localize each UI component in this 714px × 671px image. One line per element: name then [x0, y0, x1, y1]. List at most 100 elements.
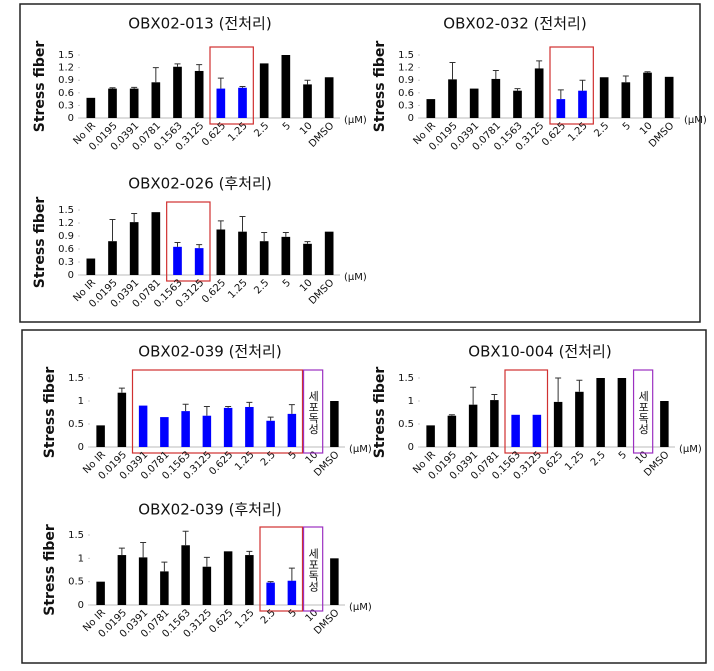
- x-tick-label: DMSO: [307, 120, 336, 149]
- y-tick-label: 1.5: [58, 50, 74, 61]
- error-bar: [282, 232, 289, 237]
- bar: [216, 229, 226, 275]
- bar: [216, 88, 226, 118]
- x-tick-label: 0.625: [537, 449, 565, 477]
- bar: [202, 566, 212, 605]
- annotation-box: [632, 369, 654, 454]
- bar: [664, 76, 674, 118]
- y-tick-label: 0.3: [58, 100, 74, 111]
- bar: [599, 77, 609, 118]
- y-axis-label: Stress fiber: [42, 367, 58, 459]
- x-tick-label: 10: [638, 120, 655, 137]
- x-axis-label: (μM): [349, 444, 372, 455]
- error-bar: [304, 241, 311, 244]
- bar: [491, 78, 501, 118]
- bar: [160, 571, 169, 605]
- x-tick-label: 1.25: [563, 449, 587, 473]
- error-bar: [555, 377, 562, 402]
- bottom-panel: [21, 329, 707, 664]
- bar: [117, 555, 127, 605]
- bar: [202, 415, 212, 447]
- error-bar: [288, 404, 295, 414]
- x-tick-label: 10: [298, 120, 315, 137]
- y-tick-label: 0: [68, 113, 74, 124]
- chart-title: OBX02-026 (후처리): [128, 175, 271, 193]
- y-tick-label: 1: [78, 396, 84, 407]
- bar: [534, 68, 544, 118]
- y-tick-label: 0: [408, 113, 414, 124]
- error-bar: [448, 414, 455, 416]
- x-axis-label: (μM): [349, 602, 372, 613]
- x-tick-label: DMSO: [307, 277, 336, 306]
- bar: [259, 63, 269, 118]
- x-tick-label: 2.5: [592, 120, 611, 139]
- chart-title: OBX02-032 (전처리): [443, 15, 586, 33]
- x-tick-label: 1.25: [233, 607, 257, 631]
- x-tick-label: 10: [634, 449, 651, 466]
- error-bar: [217, 220, 224, 230]
- error-bar: [470, 386, 477, 405]
- x-axis-label: (μM): [679, 444, 702, 455]
- bar: [245, 555, 254, 605]
- annotation: 세포독성: [307, 548, 320, 592]
- bar: [578, 90, 587, 118]
- bar: [96, 581, 105, 605]
- bar: [86, 258, 96, 275]
- bar: [426, 99, 436, 118]
- bar: [129, 88, 139, 118]
- bar: [556, 99, 566, 118]
- bar: [490, 400, 499, 447]
- bar: [468, 404, 478, 447]
- x-tick-label: 2.5: [252, 277, 271, 296]
- bar: [138, 405, 148, 447]
- error-bar: [196, 64, 203, 71]
- y-tick-label: 0: [78, 442, 84, 453]
- error-bar: [557, 89, 564, 100]
- bar: [287, 413, 297, 447]
- x-tick-label: 2.5: [589, 449, 608, 468]
- annotation-box: [302, 369, 324, 454]
- error-bar: [267, 581, 274, 583]
- bar: [151, 212, 161, 275]
- y-tick-label: 1.5: [68, 373, 84, 384]
- bar: [303, 243, 312, 275]
- bar: [281, 236, 291, 275]
- y-axis-label: Stress fiber: [372, 41, 388, 133]
- bar: [266, 582, 275, 605]
- error-bar: [579, 79, 586, 91]
- error-bar: [622, 75, 629, 83]
- x-tick-label: 0.625: [200, 277, 228, 305]
- error-bar: [174, 242, 181, 247]
- y-axis-label: Stress fiber: [32, 41, 48, 133]
- y-tick-label: 0.9: [398, 75, 414, 86]
- bar: [223, 407, 233, 447]
- error-bar: [288, 567, 295, 581]
- x-axis-label: (μM): [344, 115, 367, 126]
- bar: [173, 66, 182, 118]
- error-bar: [182, 530, 189, 546]
- y-axis-label: Stress fiber: [372, 367, 388, 459]
- y-tick-label: 0.5: [68, 577, 84, 588]
- error-bar: [576, 379, 583, 392]
- bar: [86, 97, 96, 118]
- y-tick-label: 1.2: [58, 63, 74, 74]
- top-panel: [19, 3, 701, 323]
- y-tick-label: 1: [78, 553, 84, 564]
- highlight-box: [504, 369, 549, 454]
- bar: [303, 84, 312, 118]
- error-bar: [131, 212, 138, 223]
- bar: [617, 378, 627, 447]
- highlight-box: [166, 201, 211, 282]
- y-tick-label: 1.2: [398, 63, 414, 74]
- y-tick-label: 0.6: [58, 88, 74, 99]
- y-tick-label: 0: [68, 270, 74, 281]
- x-tick-label: 5: [281, 120, 293, 132]
- error-bar: [449, 62, 456, 80]
- error-bar: [491, 394, 498, 401]
- error-bar: [644, 71, 651, 73]
- y-tick-label: 0.6: [58, 244, 74, 255]
- y-tick-label: 1.5: [398, 373, 414, 384]
- y-tick-label: 0.5: [398, 419, 414, 430]
- bar: [330, 401, 339, 447]
- x-tick-label: 5: [287, 449, 299, 461]
